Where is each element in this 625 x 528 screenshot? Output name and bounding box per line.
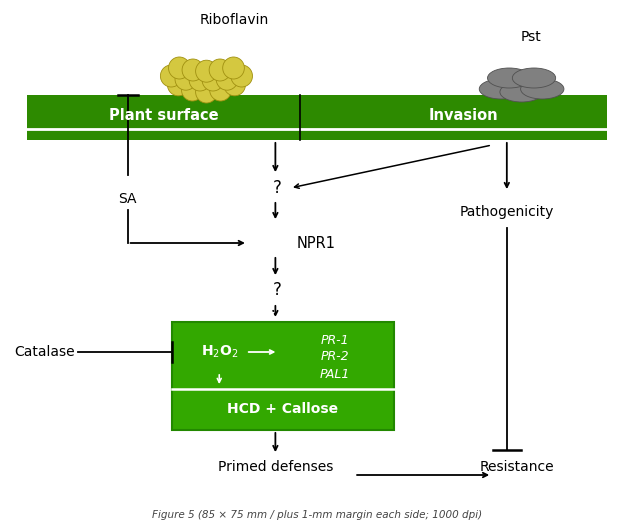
Ellipse shape xyxy=(521,79,564,99)
Circle shape xyxy=(181,79,203,101)
Text: Pathogenicity: Pathogenicity xyxy=(459,205,554,219)
Text: PR-2: PR-2 xyxy=(320,351,349,363)
Text: HCD + Callose: HCD + Callose xyxy=(228,402,338,417)
Bar xyxy=(172,322,394,430)
Text: Plant surface: Plant surface xyxy=(109,108,218,123)
Text: ?: ? xyxy=(273,179,282,197)
Text: Invasion: Invasion xyxy=(429,108,498,123)
Ellipse shape xyxy=(488,68,531,88)
Text: Pst: Pst xyxy=(521,30,542,44)
Text: Resistance: Resistance xyxy=(479,460,554,474)
Circle shape xyxy=(182,59,204,81)
Text: PAL1: PAL1 xyxy=(319,367,349,381)
Circle shape xyxy=(175,68,197,90)
Circle shape xyxy=(222,57,244,79)
Circle shape xyxy=(210,79,231,101)
Circle shape xyxy=(224,74,246,96)
Text: Riboflavin: Riboflavin xyxy=(199,13,269,27)
Circle shape xyxy=(189,69,211,91)
Text: H$_2$O$_2$: H$_2$O$_2$ xyxy=(201,344,238,360)
Circle shape xyxy=(216,68,238,90)
Circle shape xyxy=(196,60,218,82)
Ellipse shape xyxy=(500,82,543,102)
Text: Figure 5 (85 × 75 mm / plus 1-mm margin each side; 1000 dpi): Figure 5 (85 × 75 mm / plus 1-mm margin … xyxy=(152,510,482,520)
Circle shape xyxy=(231,65,253,87)
Circle shape xyxy=(161,65,182,87)
Circle shape xyxy=(169,57,190,79)
Text: PR-1: PR-1 xyxy=(320,334,349,346)
Bar xyxy=(28,95,608,140)
Circle shape xyxy=(202,69,224,91)
Text: Primed defenses: Primed defenses xyxy=(217,460,333,474)
Text: NPR1: NPR1 xyxy=(297,235,336,250)
Ellipse shape xyxy=(479,79,522,99)
Circle shape xyxy=(168,74,189,96)
Text: Catalase: Catalase xyxy=(14,345,74,359)
Ellipse shape xyxy=(512,68,556,88)
Circle shape xyxy=(209,59,231,81)
Text: SA: SA xyxy=(118,192,137,206)
Circle shape xyxy=(196,81,218,103)
Text: ?: ? xyxy=(273,281,282,299)
